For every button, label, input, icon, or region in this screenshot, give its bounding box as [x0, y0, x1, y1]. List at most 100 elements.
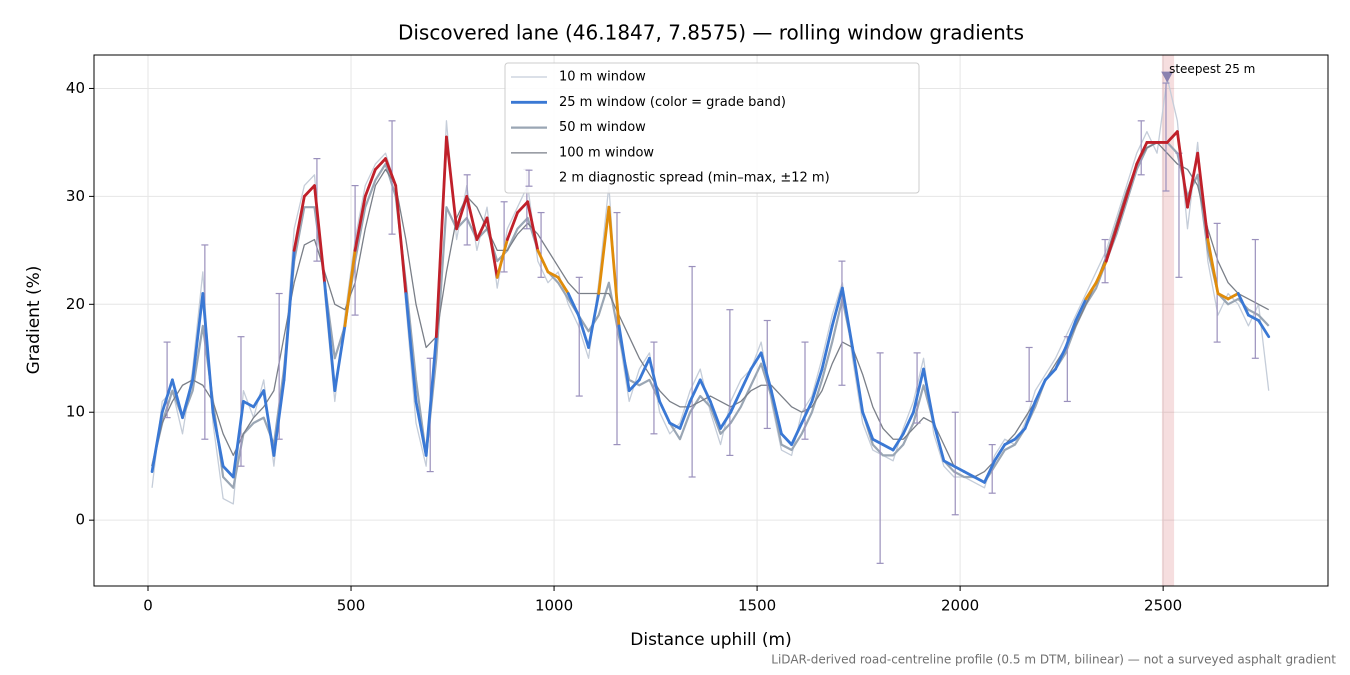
- line-segment: [668, 421, 682, 430]
- line-segment: [221, 464, 235, 479]
- legend-box: [504, 62, 920, 194]
- line-segment: [840, 286, 854, 349]
- line-segment: [536, 248, 550, 274]
- line-segment: [637, 356, 651, 382]
- line-segment: [445, 135, 459, 231]
- line-segment: [871, 437, 885, 447]
- line-segment: [942, 459, 956, 468]
- line-segment: [1135, 141, 1149, 166]
- line-segment: [1074, 297, 1088, 322]
- line-segment: [1094, 259, 1108, 285]
- line-segment: [170, 378, 184, 420]
- line-segment: [363, 168, 377, 198]
- line-segment: [577, 313, 590, 349]
- line-segment: [181, 378, 195, 420]
- line-segment: [242, 400, 255, 409]
- line-segment: [1064, 319, 1078, 349]
- series-line: [151, 141, 1270, 478]
- line-segment: [962, 470, 976, 479]
- line-segment: [343, 248, 357, 328]
- line-segment: [526, 200, 540, 252]
- line-segment: [1165, 130, 1179, 144]
- line-segment: [302, 184, 316, 198]
- y-tick-label: 10: [66, 403, 85, 421]
- line-segment: [1216, 292, 1230, 301]
- line-segment: [556, 275, 570, 295]
- line-segment: [658, 400, 672, 425]
- line-segment: [150, 410, 164, 473]
- series-line: [150, 141, 1270, 489]
- line-segment: [1125, 162, 1139, 198]
- line-segment: [272, 378, 286, 457]
- line-segment: [1023, 400, 1037, 430]
- line-segment: [262, 389, 276, 457]
- line-segment: [292, 194, 306, 252]
- line-segment: [1115, 194, 1128, 231]
- steepest-marker: [1161, 71, 1174, 83]
- line-segment: [1104, 227, 1118, 263]
- line-segment: [759, 351, 773, 393]
- line-segment: [1033, 378, 1047, 403]
- line-segment: [160, 378, 174, 414]
- line-segment: [800, 400, 814, 425]
- line-segment: [434, 135, 448, 339]
- line-segment: [993, 443, 1007, 463]
- x-tick-label: 1500: [738, 597, 776, 615]
- line-segment: [313, 184, 327, 285]
- y-tick-label: 0: [75, 511, 85, 529]
- line-segment: [1003, 437, 1017, 447]
- line-segment: [607, 205, 621, 328]
- line-segment: [485, 216, 499, 279]
- line-segment: [912, 367, 925, 414]
- line-segment: [211, 410, 225, 468]
- x-tick-label: 2500: [1144, 597, 1182, 615]
- line-segment: [505, 211, 519, 241]
- plot-area: [150, 55, 1271, 586]
- line-segment: [201, 292, 215, 414]
- line-segment: [1206, 238, 1220, 295]
- y-tick-label: 30: [66, 187, 85, 205]
- line-segment: [830, 286, 844, 328]
- line-segment: [546, 270, 560, 279]
- line-segment: [566, 292, 580, 317]
- line-segment: [790, 421, 804, 447]
- legend-label: 25 m window (color = grade band): [559, 95, 786, 110]
- line-segment: [739, 367, 753, 393]
- line-segment: [404, 292, 418, 403]
- line-segment: [516, 200, 530, 214]
- line-segment: [414, 400, 428, 457]
- line-segment: [952, 464, 966, 473]
- line-segment: [282, 248, 296, 382]
- line-segment: [455, 194, 469, 231]
- line-segment: [708, 400, 722, 430]
- line-segment: [231, 400, 245, 479]
- line-segment: [1196, 151, 1210, 241]
- line-segment: [1186, 151, 1200, 209]
- line-segment: [1236, 292, 1250, 317]
- x-axis-label: Distance uphill (m): [630, 630, 791, 650]
- line-segment: [648, 356, 662, 403]
- line-segment: [424, 335, 438, 457]
- line-segment: [1247, 313, 1260, 322]
- line-segment: [729, 389, 743, 414]
- line-segment: [678, 400, 692, 430]
- line-segment: [810, 367, 824, 403]
- x-tick-label: 0: [143, 597, 153, 615]
- line-segment: [373, 157, 387, 171]
- line-segment: [252, 389, 266, 409]
- line-segment: [861, 410, 875, 441]
- steepest-band: [1161, 55, 1175, 586]
- plot-frame: [93, 54, 1329, 587]
- line-segment: [922, 367, 936, 425]
- x-tick-label: 1000: [535, 597, 573, 615]
- line-segment: [394, 184, 408, 295]
- line-segment: [688, 378, 702, 403]
- line-segment: [465, 194, 479, 241]
- line-segment: [881, 443, 895, 452]
- line-segment: [719, 410, 733, 430]
- line-segment: [323, 281, 337, 393]
- line-segment: [627, 378, 641, 393]
- line-segment: [901, 410, 915, 436]
- line-segment: [1084, 281, 1098, 301]
